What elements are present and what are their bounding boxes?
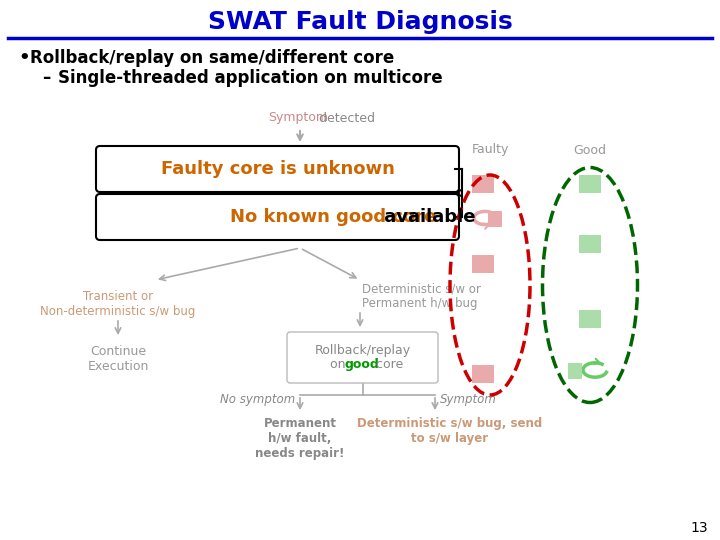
Text: –: –	[42, 69, 50, 87]
Text: Faulty: Faulty	[472, 144, 509, 157]
FancyBboxPatch shape	[568, 363, 582, 379]
Text: Faulty core is unknown: Faulty core is unknown	[161, 160, 395, 178]
Text: Rollback/replay on same/different core: Rollback/replay on same/different core	[30, 49, 395, 67]
Text: Rollback/replay: Rollback/replay	[315, 344, 410, 357]
FancyBboxPatch shape	[96, 194, 459, 240]
FancyBboxPatch shape	[488, 211, 502, 227]
Text: No symptom: No symptom	[220, 394, 295, 407]
Text: Symptom: Symptom	[440, 394, 497, 407]
Text: good: good	[344, 358, 379, 371]
FancyBboxPatch shape	[472, 175, 494, 193]
FancyBboxPatch shape	[96, 146, 459, 192]
Text: Transient or
Non-deterministic s/w bug: Transient or Non-deterministic s/w bug	[40, 290, 196, 318]
Text: Good: Good	[574, 144, 606, 157]
Text: detected: detected	[315, 111, 375, 125]
Text: Deterministic s/w bug, send
to s/w layer: Deterministic s/w bug, send to s/w layer	[357, 417, 543, 445]
FancyBboxPatch shape	[472, 255, 494, 273]
FancyBboxPatch shape	[287, 332, 438, 383]
FancyBboxPatch shape	[579, 235, 601, 253]
Text: Single-threaded application on multicore: Single-threaded application on multicore	[58, 69, 443, 87]
Text: SWAT Fault Diagnosis: SWAT Fault Diagnosis	[207, 10, 513, 34]
Text: Permanent
h/w fault,
needs repair!: Permanent h/w fault, needs repair!	[256, 417, 345, 460]
Text: core: core	[372, 358, 404, 371]
Text: Symptom: Symptom	[268, 111, 328, 125]
Text: No known good core: No known good core	[230, 208, 436, 226]
FancyBboxPatch shape	[579, 175, 601, 193]
FancyBboxPatch shape	[579, 310, 601, 328]
FancyBboxPatch shape	[472, 365, 494, 383]
Text: available: available	[377, 208, 475, 226]
Text: on: on	[330, 358, 350, 371]
Text: 13: 13	[690, 521, 708, 535]
Text: •: •	[18, 49, 30, 67]
Text: Continue
Execution: Continue Execution	[87, 345, 149, 373]
Text: Deterministic s/w or
Permanent h/w bug: Deterministic s/w or Permanent h/w bug	[362, 282, 481, 310]
